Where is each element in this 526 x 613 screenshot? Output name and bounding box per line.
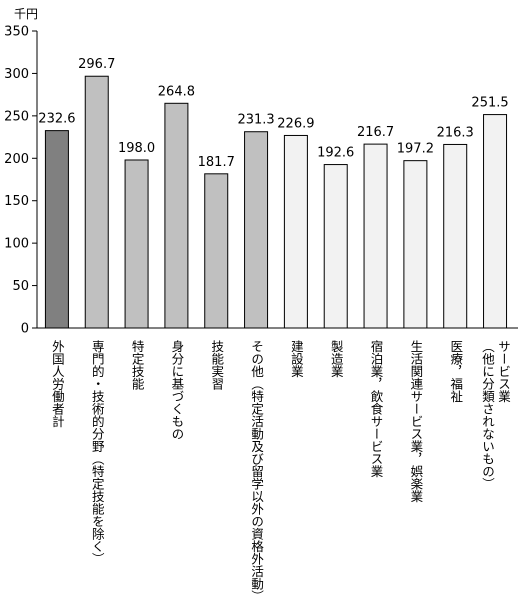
x-category-label: （他に分類されないもの） [480, 340, 496, 490]
data-label-group: 232.6 296.7 198.0 264.8 181.7 231.3 226.9192.6… [38, 57, 508, 170]
data-label: 296.7 [78, 57, 115, 72]
data-label: 216.3 [437, 125, 474, 140]
y-tick-label: 300 [4, 67, 29, 82]
x-category-label: 建設業 [288, 340, 304, 378]
data-label: 232.6 [38, 112, 75, 127]
data-label: 181.7 [198, 155, 235, 170]
x-category-label: 製造業 [328, 340, 344, 378]
data-label: 231.3 [237, 113, 274, 128]
data-label: 197.2 [397, 142, 434, 157]
y-tick-label: 350 [4, 25, 29, 40]
bar [483, 114, 508, 329]
x-category-label: 身分に基づくもの [169, 340, 185, 440]
bar [323, 164, 348, 329]
bar [443, 143, 468, 329]
y-tick-label: 50 [12, 279, 29, 294]
data-label: 264.8 [158, 84, 195, 99]
bar [244, 131, 269, 329]
y-tick-label: 0 [21, 322, 29, 337]
y-tick-label: 100 [4, 237, 29, 252]
y-tick-group: 0 50 100 150 200 250 300 350 [4, 25, 37, 337]
bar-group [44, 75, 508, 329]
data-label: 192.6 [317, 146, 354, 161]
x-category-label: 宿泊業，飲食サービス業 [368, 340, 384, 478]
y-tick-label: 200 [4, 152, 29, 167]
data-label: 226.9 [277, 116, 314, 131]
bar [84, 75, 109, 329]
x-category-label: 医療，福祉 [448, 340, 464, 403]
bar [283, 134, 308, 329]
x-category-label: 技能実習 [209, 340, 225, 390]
bar [363, 143, 388, 329]
x-category-label: 特定技能 [129, 340, 145, 390]
bar [164, 102, 189, 329]
data-label: 198.0 [118, 141, 155, 156]
bar [124, 159, 149, 329]
x-category-label: サービス業 [496, 340, 512, 403]
y-axis-unit: 千円 [14, 7, 38, 21]
y-tick-label: 250 [4, 109, 29, 124]
x-category-label: 専門的・技術的分野（特定技能を除く） [89, 340, 105, 565]
x-category-label: 外国人労働者計 [49, 340, 65, 428]
bar [204, 173, 229, 329]
bar [403, 160, 428, 329]
x-category-label: その他（特定活動及び留学以外の資格外活動） [249, 340, 265, 603]
bar [44, 130, 69, 329]
y-tick-label: 150 [4, 194, 29, 209]
data-label: 216.7 [357, 125, 394, 140]
x-category-label: 生活関連サービス業，娯楽業 [408, 340, 424, 503]
data-label: 251.5 [471, 96, 508, 111]
